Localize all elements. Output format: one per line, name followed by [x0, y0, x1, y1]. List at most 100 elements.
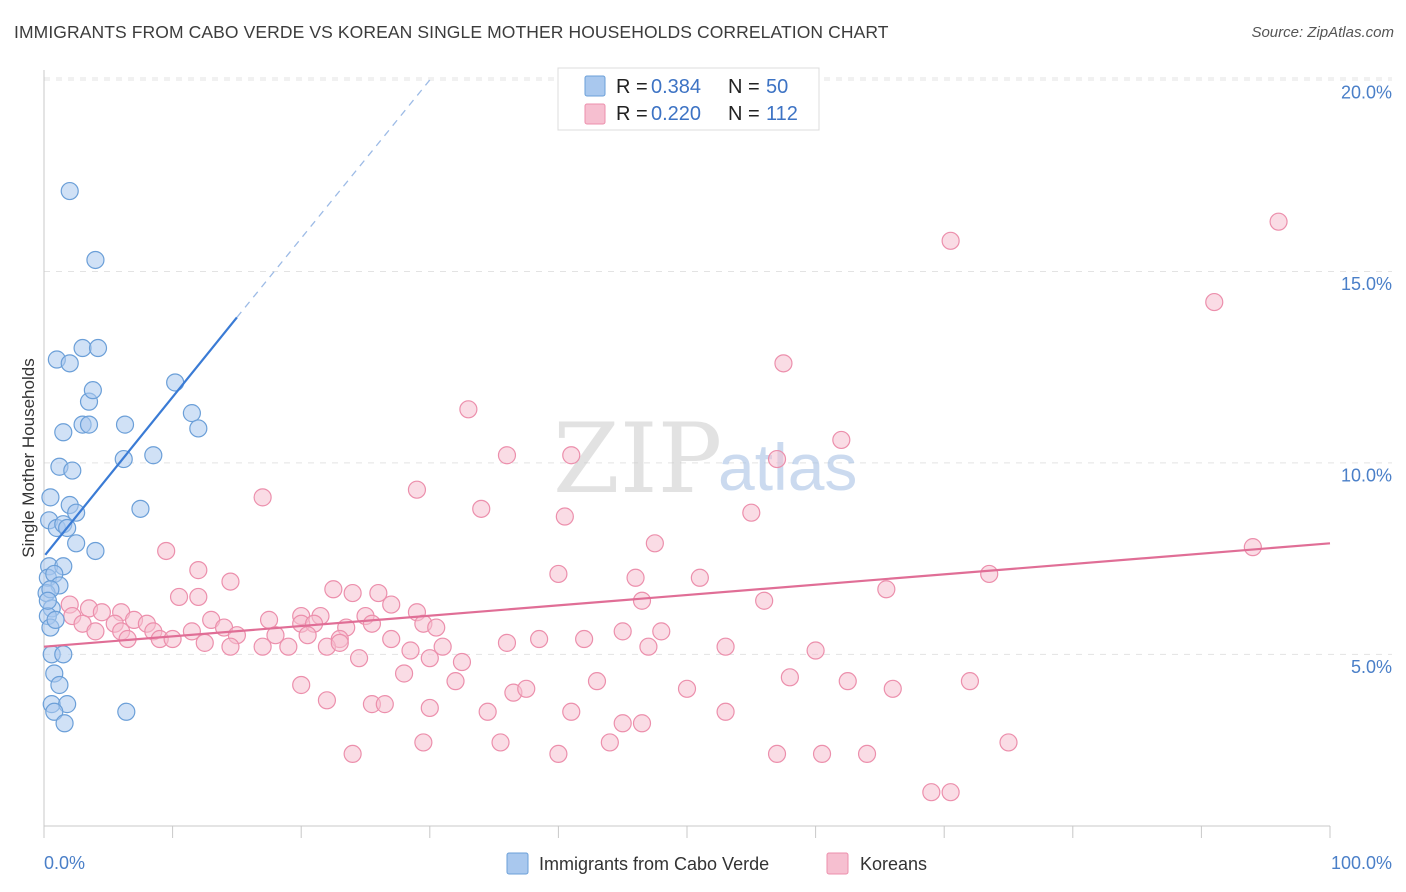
- koreans-point: [343, 744, 362, 764]
- koreans-point: [382, 629, 401, 649]
- cabo-verde-point: [54, 423, 73, 442]
- koreans-point: [317, 691, 337, 710]
- koreans-point: [472, 499, 491, 518]
- cabo-verde-point: [117, 702, 136, 721]
- legend-bottom-label-koreans: Koreans: [860, 854, 927, 874]
- koreans-point: [613, 714, 632, 733]
- koreans-point: [1269, 212, 1288, 231]
- cabo-verde-point: [79, 415, 99, 434]
- koreans-point: [324, 580, 343, 599]
- koreans-point: [677, 679, 697, 698]
- koreans-point: [452, 652, 472, 672]
- series-cabo-verde-points: [37, 181, 208, 733]
- koreans-point: [517, 679, 536, 698]
- legend-bottom-swatch-koreans: [826, 852, 849, 875]
- cabo-verde-point: [67, 534, 86, 553]
- koreans-point: [941, 783, 960, 802]
- cabo-verde-point: [60, 181, 79, 201]
- legend-swatch-pink: [584, 103, 606, 125]
- watermark-zip: ZIP: [553, 403, 722, 515]
- koreans-point: [349, 649, 369, 668]
- koreans-point: [157, 541, 176, 561]
- koreans-point: [639, 637, 658, 656]
- koreans-point: [941, 231, 960, 250]
- cabo-verde-point: [131, 499, 150, 518]
- koreans-point: [632, 714, 652, 733]
- cabo-verde-point: [86, 250, 105, 270]
- koreans-point: [414, 733, 433, 752]
- koreans-point: [195, 633, 214, 652]
- koreans-point: [343, 583, 362, 603]
- koreans-point: [690, 568, 709, 587]
- koreans-point: [774, 354, 793, 373]
- koreans-point: [394, 664, 414, 683]
- koreans-point: [253, 488, 272, 507]
- koreans-point: [266, 626, 285, 645]
- koreans-point: [832, 430, 851, 450]
- koreans-point: [253, 637, 272, 656]
- legend-n-value-pink: 112: [766, 103, 798, 125]
- koreans-point: [857, 744, 877, 764]
- koreans-point: [298, 626, 317, 645]
- legend-r-value-pink: 0.220: [651, 103, 701, 125]
- koreans-point: [497, 633, 517, 652]
- cabo-verde-point: [166, 373, 185, 392]
- koreans-point: [427, 618, 446, 637]
- koreans-point: [1205, 292, 1224, 312]
- koreans-point: [838, 672, 857, 691]
- koreans-point: [420, 698, 439, 718]
- chart-title: IMMIGRANTS FROM CABO VERDE VS KOREAN SIN…: [14, 22, 889, 42]
- koreans-point: [446, 672, 465, 691]
- koreans-point: [362, 614, 382, 633]
- source-credit: Source: ZipAtlas.com: [1251, 24, 1394, 41]
- koreans-point: [587, 672, 607, 691]
- legend-n-label-pink: N =: [728, 103, 760, 125]
- koreans-point: [259, 610, 279, 629]
- y-axis-label: Single Mother Households: [19, 358, 38, 557]
- trend-line-koreans: [43, 542, 1331, 648]
- koreans-point: [999, 733, 1018, 752]
- y-tick-label: 15.0%: [1341, 274, 1392, 294]
- series-koreans-points: [60, 212, 1288, 802]
- koreans-point: [922, 783, 941, 802]
- koreans-point: [433, 637, 452, 656]
- legend-swatch-blue: [584, 75, 606, 97]
- koreans-point: [491, 733, 510, 752]
- y-tick-label: 5.0%: [1351, 657, 1392, 677]
- koreans-point: [407, 480, 427, 499]
- koreans-point: [755, 591, 774, 610]
- cabo-verde-point: [115, 415, 135, 434]
- koreans-point: [812, 744, 832, 764]
- koreans-point: [780, 668, 799, 687]
- koreans-point: [600, 733, 619, 752]
- koreans-point: [189, 561, 208, 580]
- koreans-point: [92, 603, 111, 622]
- cabo-verde-point: [60, 354, 79, 373]
- cabo-verde-point: [73, 338, 92, 358]
- koreans-point: [883, 679, 902, 698]
- cabo-verde-point: [88, 338, 108, 358]
- x-axis-ticks: [43, 826, 1331, 838]
- trend-lines: [43, 79, 1331, 648]
- cabo-verde-point: [55, 714, 74, 733]
- koreans-point: [86, 622, 105, 641]
- koreans-point: [292, 675, 311, 695]
- cabo-verde-point: [67, 503, 86, 522]
- koreans-point: [716, 702, 735, 721]
- legend-bottom-label-cabo-verde: Immigrants from Cabo Verde: [539, 854, 769, 874]
- koreans-point: [401, 641, 420, 660]
- cabo-verde-point: [86, 541, 105, 561]
- koreans-point: [980, 564, 999, 584]
- koreans-point: [459, 400, 478, 419]
- cabo-verde-point: [189, 419, 208, 438]
- koreans-point: [169, 587, 189, 607]
- koreans-point: [382, 595, 401, 614]
- koreans-point: [1243, 538, 1262, 557]
- koreans-point: [613, 622, 632, 641]
- legend-n-label-blue: N =: [728, 76, 760, 98]
- legend-r-value-blue: 0.384: [651, 76, 701, 98]
- koreans-point: [375, 695, 394, 714]
- cabo-verde-point: [41, 488, 60, 507]
- koreans-point: [478, 702, 497, 721]
- koreans-point: [497, 446, 517, 465]
